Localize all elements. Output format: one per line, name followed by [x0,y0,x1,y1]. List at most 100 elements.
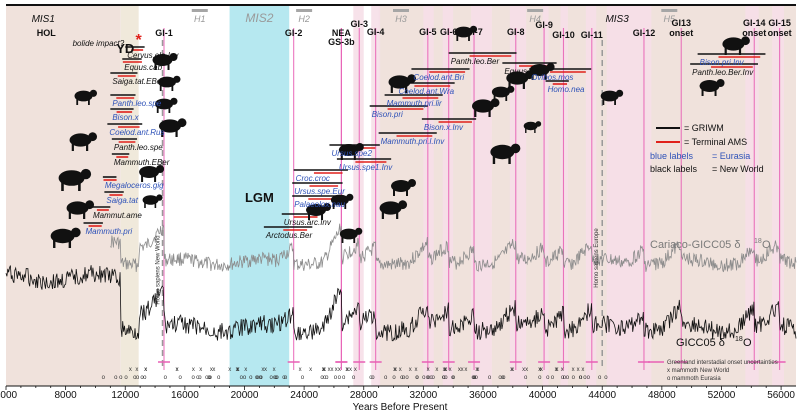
x-tick-label-52000: 52000 [708,390,736,401]
mammoth-eu-date-71: o [474,375,478,381]
mammoth-eu-date-65: o [579,375,583,381]
neanderthal-icon-body [523,121,538,131]
saiga2-icon-leg1 [144,202,146,208]
heinrich-label-H4: H4 [529,14,541,24]
gi-band-7 [560,4,568,386]
mammoth-eu-date-72: o [143,375,147,381]
elk-icon [152,53,178,70]
bear-icon [338,143,364,160]
mammoth-eu-date-52: o [442,375,446,381]
mammoth-eu-date-1: o [284,375,288,381]
horse2-icon-leg1 [602,98,605,105]
mammoth-nw-date-47: x [394,367,397,373]
mammoth-eu-date-5: o [432,375,436,381]
mammoth-nw-date-49: x [144,367,147,373]
x-tick-label-36000: 36000 [469,390,497,401]
mammoth3-icon-leg1 [492,155,496,164]
lion2-icon [699,79,725,96]
mammoth-eu-date-33: o [259,375,263,381]
legend-blue-label: blue labels [650,151,694,161]
taxon-label-26: Equus.fra [504,67,539,76]
mammoth-eu-date-4: o [538,375,542,381]
mammoth2-icon-leg1 [474,109,477,117]
mammoth-eu-date-60: o [301,375,305,381]
bear-icon-leg1 [340,153,343,160]
horse-icon-head [173,75,181,83]
mammoth-nw-date-18: x [393,367,396,373]
heinrich-bar-H2 [296,9,313,12]
taxon-label-20: Bison.x.Inv [424,123,464,132]
mammoth-nw-date-31: x [449,367,452,373]
legend-x-label: x mammoth New World [667,368,729,374]
gi-label-10: GI-9 [535,20,553,30]
mammoth-eu-date-48: o [323,375,327,381]
mammoth-nw-date-46: x [264,367,267,373]
mammoth-eu-date-77: o [133,375,137,381]
mammoth-eu-date-55: o [502,375,506,381]
mammoth-eu-date-62: o [325,375,329,381]
heinrich-bar-H3 [393,9,409,12]
hyena-icon-leg2 [344,202,347,209]
bear2-icon-leg2 [406,189,408,196]
mammoth-icon-leg1 [53,239,56,248]
mammoth-nw-date-10: x [581,367,584,373]
mammoth-nw-date-56: x [415,367,418,373]
mammoth-nw-date-5: x [273,367,276,373]
mammoth-nw-date-7: x [210,367,213,373]
heinrich-bar-H1 [191,9,208,12]
mammoth-eu-date-61: o [444,375,448,381]
elephant-icon-head [398,200,408,210]
mammoth-icon-body [50,228,75,244]
mammoth-eber-icon-head [156,165,165,173]
mammoth-nw-date-3: x [129,367,132,373]
yd-band [120,4,139,386]
taxon-label-25: Panth.leo.Ber [451,57,500,66]
gi-label-2: NEA [332,28,352,38]
mammoth-nw-date-45: x [561,367,564,373]
bison-icon-body [74,90,93,102]
elephant-icon-leg1 [381,211,384,219]
hyena-icon-head [346,193,354,201]
mammoth-eu-date-2: o [472,375,476,381]
gi-label-0: GI-1 [155,28,173,38]
gicc-label: GICC05 δ [676,337,725,349]
mammoth-eu-date-38: o [338,375,342,381]
mammoth-nw-date-38: x [244,367,247,373]
taxon-label-28: Ovibos.mos [531,73,573,82]
bison2-icon-leg1 [493,94,496,101]
megaloceros-icon-head [80,168,92,180]
mammoth-nw-date-58: x [335,367,338,373]
mammoth-eu-date-30: o [320,375,324,381]
gi-band-3 [442,4,454,386]
mammoth-nw-date-12: x [330,367,333,373]
mammoth3-icon-body [490,144,515,160]
legend-gi-label: Greenland interstadial onset uncertainti… [667,360,778,366]
taxon-label-1: Equus.cab [124,63,162,72]
mammoth-nw-date-24: x [345,367,348,373]
mammoth-eu-date-43: o [429,375,433,381]
mammoth-eber-icon [139,165,165,182]
saiga-icon-head [170,97,178,105]
mammoth-nw-date-8: x [349,367,352,373]
mammoth-icon-head [71,227,81,238]
x-tick-label-8000: 8000 [54,390,77,401]
elephant-icon-leg2 [396,211,399,219]
mammoth-eu-date-0: o [451,375,455,381]
mammoth-nw-date-21: x [522,367,525,373]
mammoth-nw-date-37: x [299,367,302,373]
mammoth-nw-date-13: x [236,367,239,373]
series-gicc05-line [5,265,797,342]
lion2-icon-head [716,79,725,87]
gi-label-17: onset [742,28,766,38]
gi-band-5 [509,4,527,386]
short-faced-bear-icon-body [339,228,358,240]
neanderthal-icon-leg2 [534,128,536,133]
bison3-icon-head [741,36,750,46]
lion3-icon-head [469,25,478,33]
cariaco-label: Cariaco-GICC05 δ [650,239,740,251]
gi-label-13: GI-12 [633,28,656,38]
mammoth-nw-date-22: x [228,367,231,373]
lion3-icon [454,25,478,41]
mammoth-nw-date-26: x [427,367,430,373]
